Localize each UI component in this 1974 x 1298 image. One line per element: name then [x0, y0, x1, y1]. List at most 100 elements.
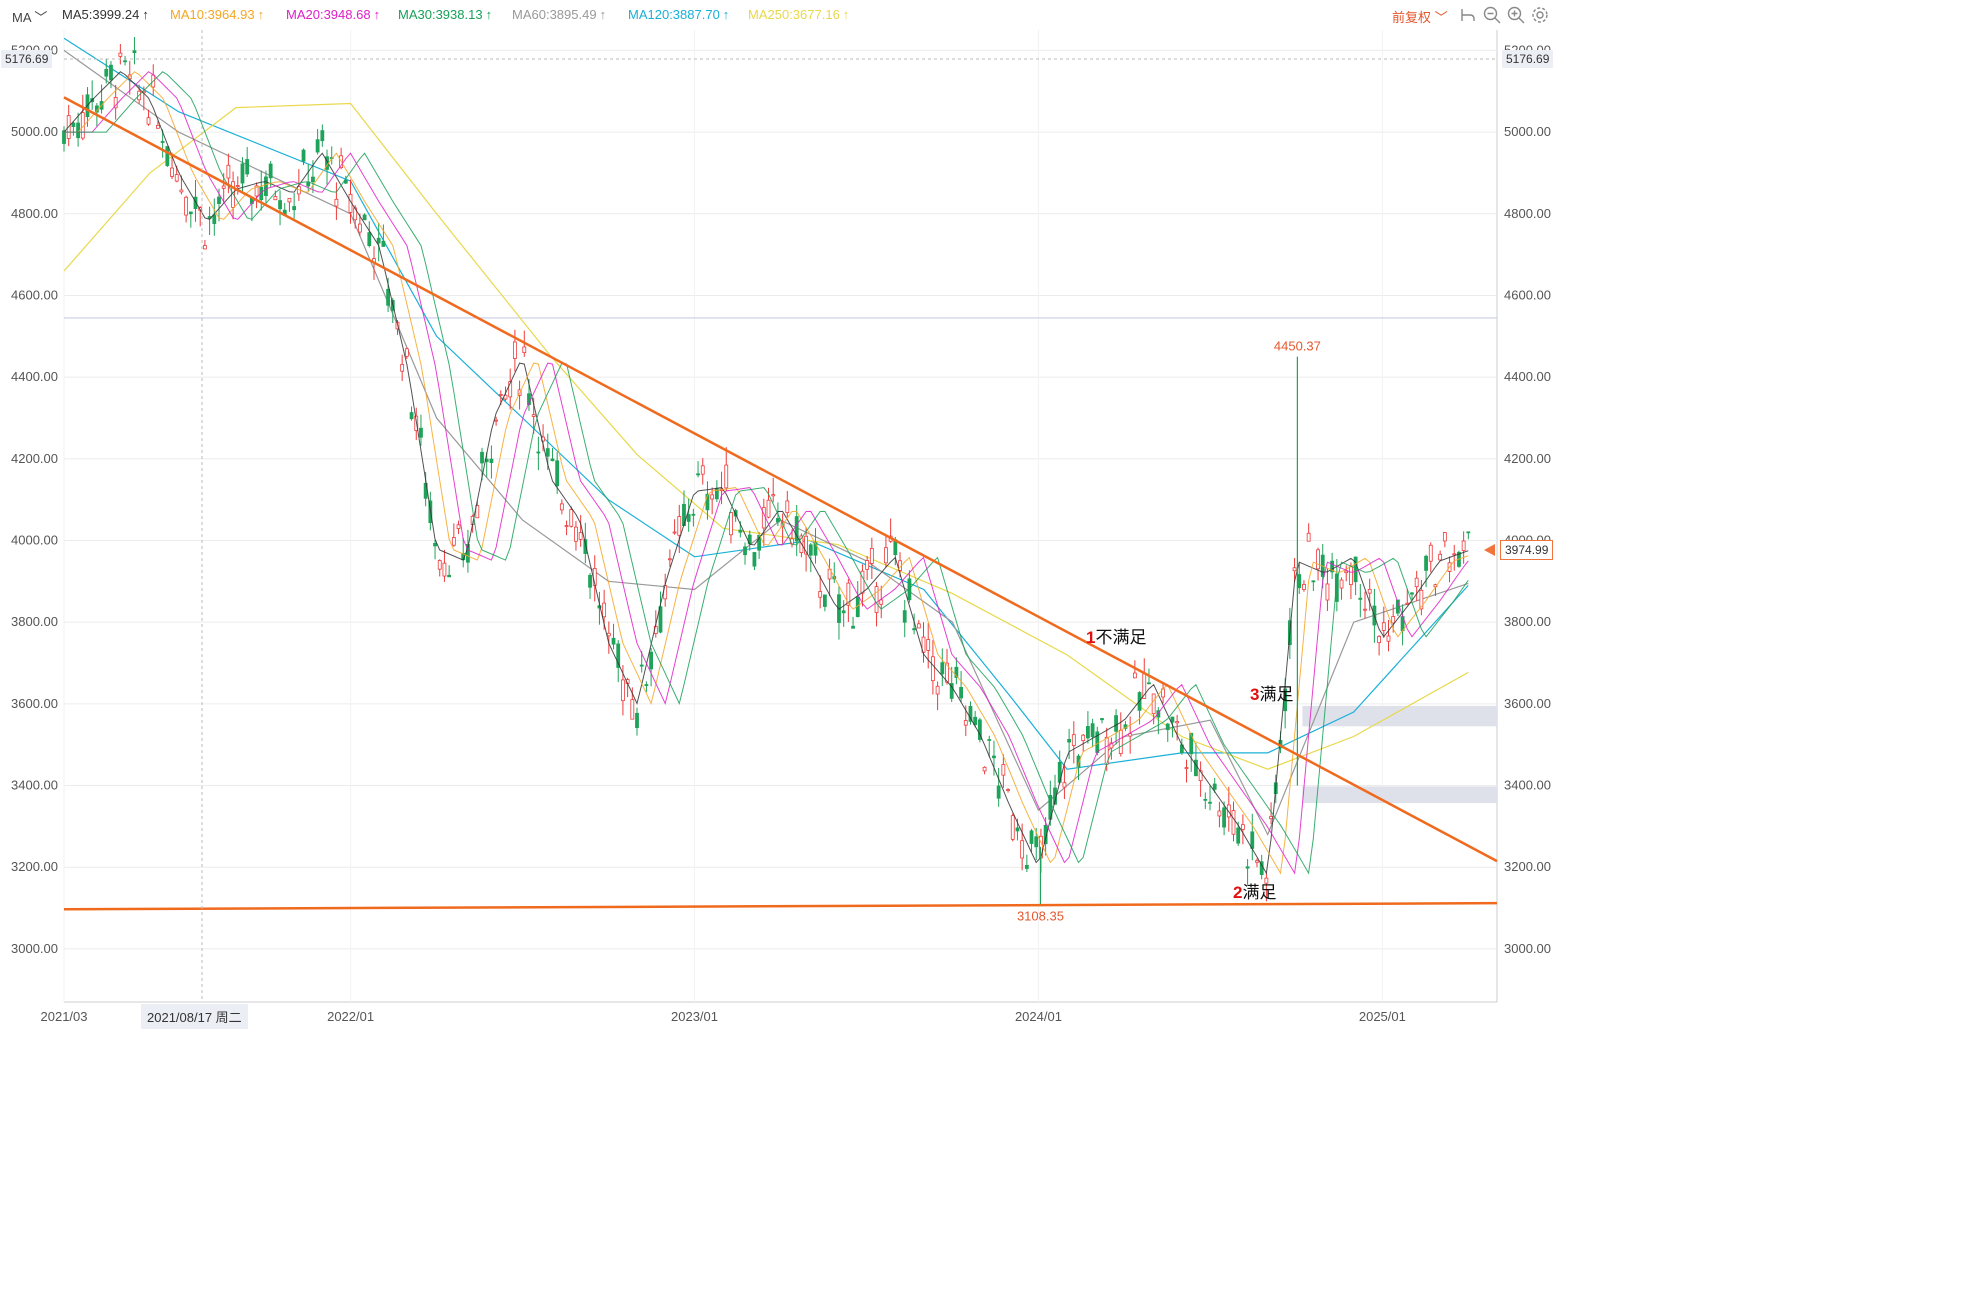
candle-body — [954, 666, 959, 678]
y-tick-label-right: 4400.00 — [1504, 369, 1551, 384]
chevron-down-icon: ﹀ — [34, 10, 48, 25]
ma-indicator-4: MA60:3895.49 ↑ — [512, 7, 606, 22]
candle-body — [822, 594, 827, 607]
candle-body — [1330, 560, 1335, 573]
y-tick-label-left: 4000.00 — [11, 533, 58, 548]
adjust-mode-button[interactable]: 前复权 ﹀ — [1392, 7, 1448, 26]
candle-body — [1071, 734, 1076, 746]
candle-body — [1076, 755, 1081, 768]
x-tick-label: 2025/01 — [1359, 1009, 1406, 1024]
candle-body — [362, 214, 367, 221]
candle-body — [578, 532, 583, 540]
candle-body — [400, 363, 405, 372]
candle-body — [1353, 556, 1358, 583]
candle-body — [1297, 574, 1302, 589]
candle-body — [658, 606, 663, 633]
candle-body — [475, 505, 480, 519]
y-tick-label-left: 5000.00 — [11, 124, 58, 139]
candle-body — [1424, 555, 1428, 571]
candle-body — [564, 525, 569, 527]
ma-selector[interactable]: MA ﹀ — [12, 7, 47, 26]
candle-body — [1015, 827, 1020, 832]
ma-short-line-0 — [63, 71, 1469, 875]
ma-indicator-6: MA250:3677.16 ↑ — [748, 7, 849, 22]
candle-body — [1363, 608, 1367, 611]
candle-body — [367, 232, 372, 246]
candle-body — [1461, 540, 1466, 552]
candle-body — [1081, 734, 1086, 741]
adjust-mode-label: 前复权 — [1392, 10, 1432, 25]
candle-body — [1170, 716, 1175, 723]
candle-body — [357, 223, 362, 233]
candle-body — [1292, 567, 1297, 572]
candle-body — [916, 623, 921, 629]
candle-body — [602, 602, 607, 618]
ma-line-ma60 — [63, 49, 1469, 837]
candle-body — [949, 683, 954, 699]
candle-body — [334, 198, 339, 207]
candle-body — [776, 518, 780, 523]
candle-body — [494, 419, 499, 422]
undo-icon[interactable] — [1458, 5, 1478, 25]
y-tick-label-right: 4600.00 — [1504, 287, 1551, 302]
candle-body — [498, 394, 503, 396]
candle-body — [311, 176, 315, 183]
annotation-3: 3满足 — [1250, 685, 1293, 704]
candle-body — [884, 547, 888, 564]
candle-body — [1010, 815, 1015, 840]
y-tick-label-right: 5000.00 — [1504, 124, 1551, 139]
kline-chart[interactable]: 3000.00 3000.00 3200.00 3200.00 3400.00 3400.… — [0, 0, 1568, 1030]
candle-body — [804, 535, 808, 555]
ma-line-ma120 — [63, 37, 1469, 770]
candle-body — [935, 685, 940, 695]
ma-indicator-2: MA20:3948.68 ↑ — [286, 7, 380, 22]
zoom-out-icon[interactable] — [1482, 5, 1502, 25]
candle-body — [1034, 836, 1039, 848]
up-arrow-icon: ↑ — [257, 7, 265, 22]
y-tick-label-left: 3400.00 — [11, 778, 58, 793]
candle-body — [649, 651, 653, 670]
candle-body — [1194, 759, 1198, 777]
candle-body — [1438, 553, 1443, 561]
candle-body — [1024, 864, 1029, 869]
annotation-2: 2满足 — [1233, 883, 1276, 902]
candle-body — [846, 582, 851, 606]
candle-body — [287, 198, 292, 203]
annotation-text: 满足 — [1242, 883, 1276, 902]
candle-body — [1043, 825, 1048, 845]
ma-indicator-value: MA120:3887.70 — [628, 7, 720, 22]
candle-body — [1090, 723, 1095, 738]
candle-body — [1165, 723, 1170, 731]
candle-body — [1118, 729, 1123, 755]
candlesticks — [62, 36, 1471, 902]
candle-body — [259, 186, 264, 201]
chevron-down-icon: ﹀ — [1434, 10, 1448, 25]
settings-icon[interactable] — [1530, 5, 1550, 25]
y-tick-label-left: 4800.00 — [11, 206, 58, 221]
ma-indicator-value: MA30:3938.13 — [398, 7, 483, 22]
candle-body — [1151, 693, 1156, 715]
candle-body — [696, 473, 700, 476]
ma-indicator-value: MA250:3677.16 — [748, 7, 840, 22]
candle-body — [254, 185, 259, 197]
candle-body — [531, 414, 536, 417]
candle-body — [1029, 830, 1034, 844]
ma-indicator-3: MA30:3938.13 ↑ — [398, 7, 492, 22]
annotation-text: 满足 — [1259, 685, 1293, 704]
candle-body — [1001, 764, 1006, 776]
candle-body — [865, 560, 870, 570]
ma-indicator-0: MA5:3999.24 ↑ — [62, 7, 149, 22]
candle-body — [1062, 782, 1067, 788]
candle-body — [752, 552, 757, 567]
y-tick-label-left: 4200.00 — [11, 451, 58, 466]
candle-body — [550, 458, 555, 462]
ma-indicator-value: MA60:3895.49 — [512, 7, 597, 22]
candle-body — [977, 719, 982, 740]
candle-body — [160, 141, 165, 143]
annotation-number: 1 — [1086, 628, 1095, 647]
candle-body — [1250, 831, 1255, 849]
candle-body — [1128, 733, 1133, 737]
candle-body — [489, 458, 494, 463]
zoom-in-icon[interactable] — [1506, 5, 1526, 25]
candle-body — [808, 544, 813, 556]
